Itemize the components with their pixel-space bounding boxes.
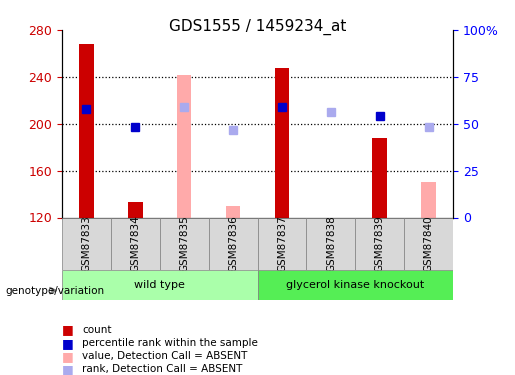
Text: GSM87840: GSM87840 — [424, 215, 434, 272]
Bar — [177, 75, 192, 217]
Text: ■: ■ — [62, 350, 74, 363]
FancyBboxPatch shape — [111, 217, 160, 270]
Text: genotype/variation: genotype/variation — [5, 286, 104, 296]
Text: glycerol kinase knockout: glycerol kinase knockout — [286, 280, 424, 290]
Bar — [226, 206, 241, 218]
Text: ■: ■ — [62, 337, 74, 350]
Text: ■: ■ — [62, 324, 74, 336]
Text: rank, Detection Call = ABSENT: rank, Detection Call = ABSENT — [82, 364, 243, 374]
Text: GDS1555 / 1459234_at: GDS1555 / 1459234_at — [169, 19, 346, 35]
FancyBboxPatch shape — [62, 270, 258, 300]
Text: count: count — [82, 325, 112, 335]
Text: GSM87837: GSM87837 — [277, 215, 287, 272]
Text: ■: ■ — [62, 363, 74, 375]
Text: wild type: wild type — [134, 280, 185, 290]
Bar — [421, 182, 436, 218]
Bar — [372, 138, 387, 218]
Text: percentile rank within the sample: percentile rank within the sample — [82, 338, 259, 348]
FancyBboxPatch shape — [258, 270, 453, 300]
Text: GSM87834: GSM87834 — [130, 215, 140, 272]
FancyBboxPatch shape — [404, 217, 453, 270]
FancyBboxPatch shape — [258, 217, 306, 270]
Text: GSM87836: GSM87836 — [228, 215, 238, 272]
Bar — [128, 202, 143, 217]
Text: GSM87838: GSM87838 — [326, 215, 336, 272]
Text: GSM87833: GSM87833 — [81, 215, 91, 272]
Bar — [79, 44, 94, 218]
FancyBboxPatch shape — [209, 217, 258, 270]
FancyBboxPatch shape — [160, 217, 209, 270]
FancyBboxPatch shape — [62, 217, 111, 270]
Text: value, Detection Call = ABSENT: value, Detection Call = ABSENT — [82, 351, 248, 361]
FancyBboxPatch shape — [306, 217, 355, 270]
Bar — [274, 68, 289, 218]
Text: GSM87835: GSM87835 — [179, 215, 189, 272]
Text: GSM87839: GSM87839 — [375, 215, 385, 272]
FancyBboxPatch shape — [355, 217, 404, 270]
